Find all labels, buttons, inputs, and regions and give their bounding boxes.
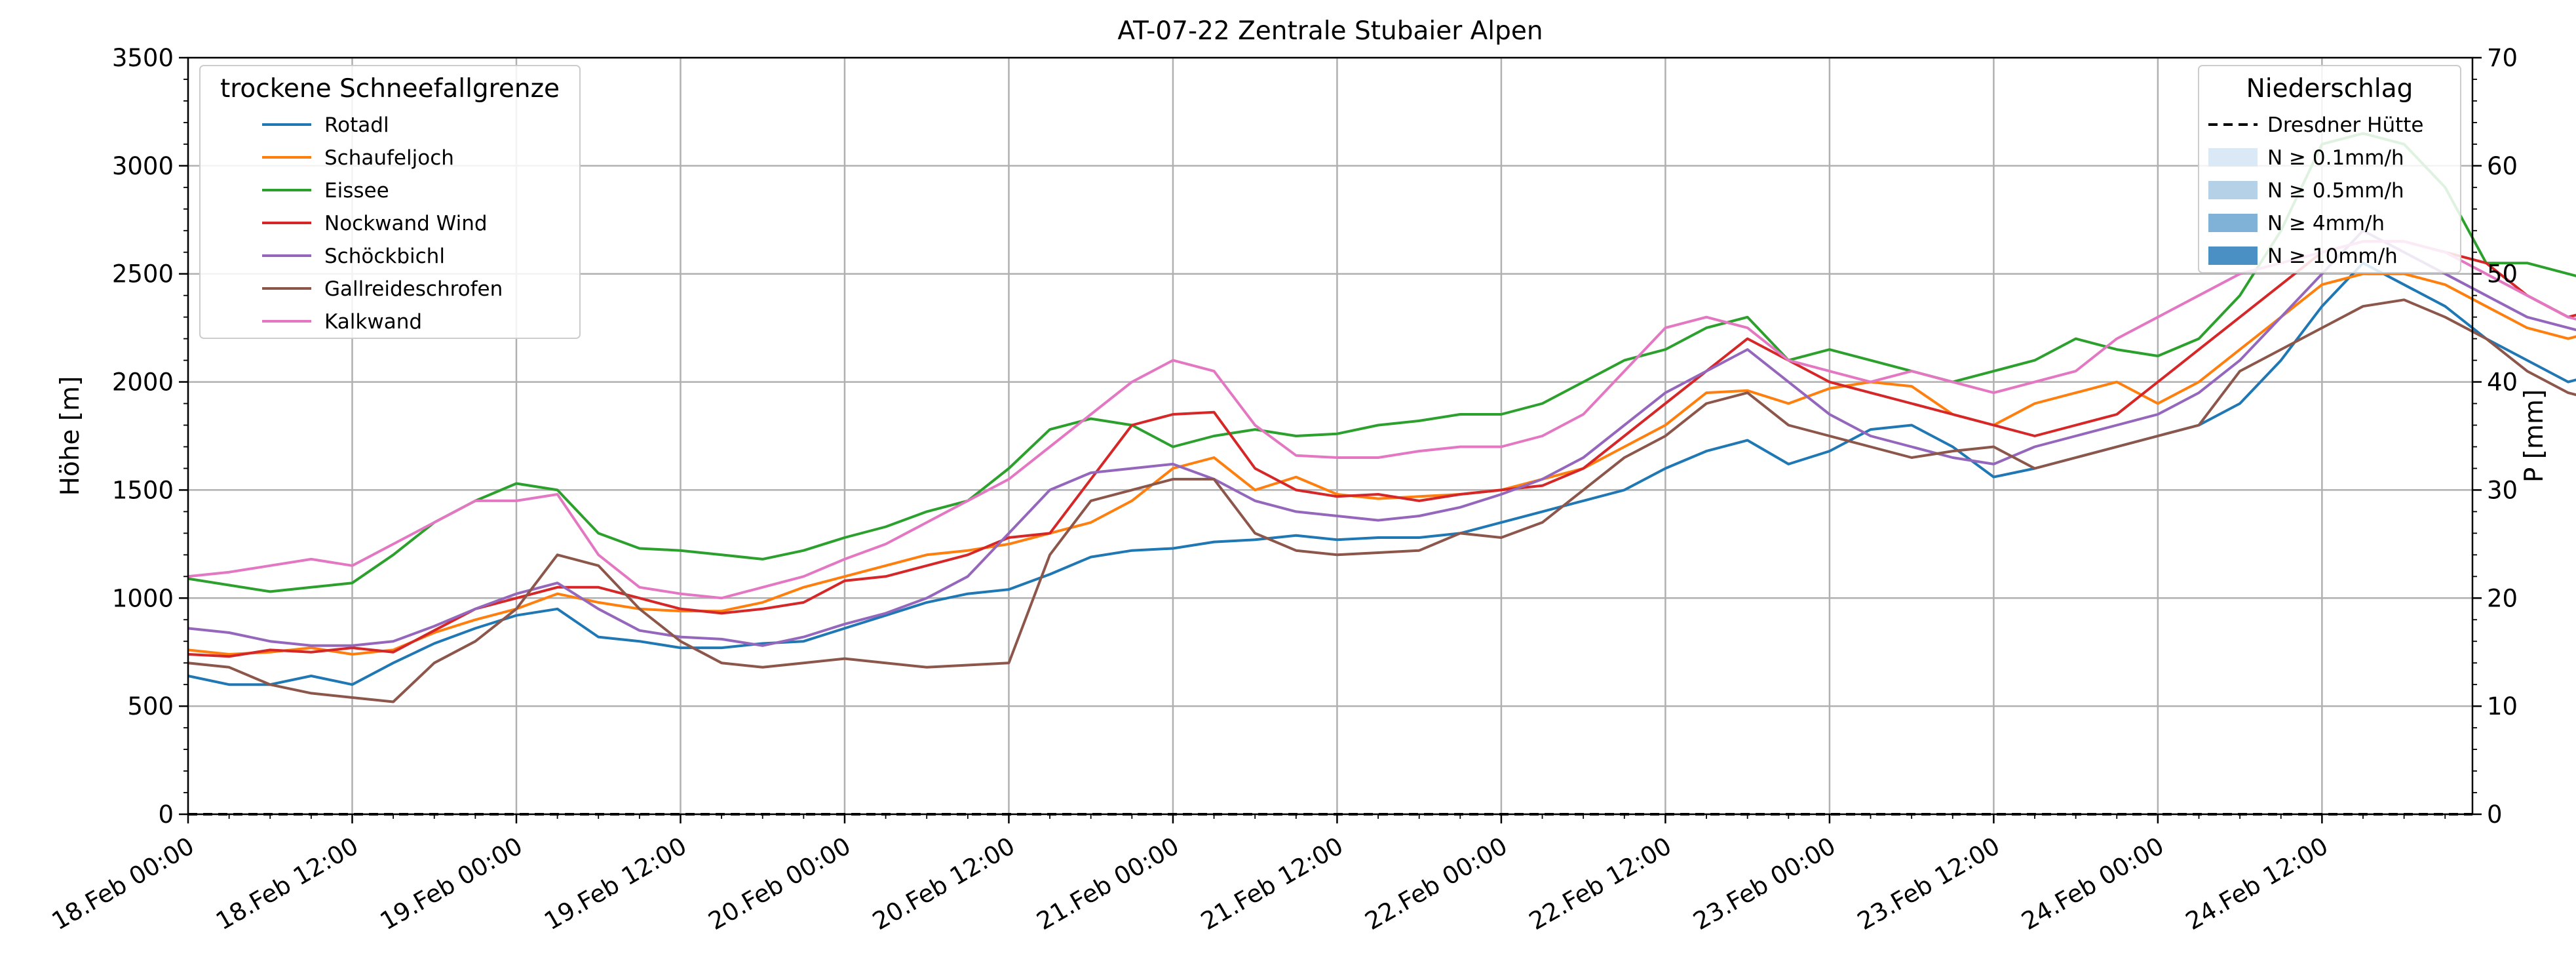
plot-frame (187, 56, 2474, 816)
y2-tick-label: 0 (2487, 800, 2503, 829)
legend-swatch (2208, 148, 2258, 167)
x-tick-label: 24.Feb 12:00 (2181, 832, 2333, 936)
legend-niederschlag: Niederschlag Dresdner Hütte N ≥ 0.1mm/h N … (2198, 65, 2461, 273)
y-tick-label: 3000 (112, 152, 174, 180)
legend-title: trockene Schneefallgrenze (220, 74, 560, 104)
y2-tick-label: 40 (2487, 368, 2518, 397)
series-line-schaufeljoch (187, 272, 2576, 656)
series-line-eissee (187, 132, 2576, 593)
legend-label: Gallreideschrofen (324, 277, 503, 301)
y-tick-label: 2500 (112, 260, 174, 288)
legend-label: Rotadl (324, 113, 389, 137)
legend-label: Schöckbichl (324, 245, 445, 268)
y2-tick-label: 10 (2487, 692, 2518, 720)
x-axis: 18.Feb 00:00 18.Feb 12:00 19.Feb 00:00 19.F… (47, 814, 2333, 936)
legend-items: Rotadl Schaufeljoch Eissee Nockwand Wind Sch… (262, 113, 503, 334)
x-tick-label: 20.Feb 00:00 (704, 832, 856, 936)
legend-label: N ≥ 0.1mm/h (2267, 146, 2404, 170)
chart-title: AT-07-22 Zentrale Stubaier Alpen (1117, 16, 1543, 46)
series-layer (187, 132, 2576, 703)
y-tick-label: 3500 (112, 44, 174, 72)
series-line-gallreideschrofen (187, 298, 2576, 703)
x-tick-label: 19.Feb 00:00 (375, 832, 528, 936)
x-tick-label: 23.Feb 00:00 (1689, 832, 1841, 936)
series-line-nockwand-wind (187, 240, 2576, 658)
x-tick-label: 19.Feb 12:00 (539, 832, 691, 936)
y2-tick-label: 60 (2487, 152, 2518, 180)
y-tick-label: 500 (127, 692, 174, 720)
legend-label: Schaufeljoch (324, 146, 454, 170)
series-line-sch-ckbichl (187, 229, 2576, 647)
x-tick-label: 20.Feb 12:00 (868, 832, 1020, 936)
y2-tick-label: 70 (2487, 44, 2518, 72)
legend-label: Nockwand Wind (324, 212, 488, 235)
legend-box (2198, 65, 2461, 273)
legend-title: Niederschlag (2246, 74, 2413, 104)
x-tick-label: 18.Feb 12:00 (211, 832, 363, 936)
legend-swatch (2208, 214, 2258, 232)
y-tick-label: 2000 (112, 368, 174, 397)
x-tick-label: 22.Feb 00:00 (1360, 832, 1512, 936)
x-tick-label: 23.Feb 12:00 (1853, 832, 2005, 936)
legend-swatch (2208, 247, 2258, 265)
series-line-rotadl (187, 262, 2576, 686)
x-tick-label: 24.Feb 00:00 (2017, 832, 2169, 936)
y-axis-right: 0 10 20 30 40 50 60 70 (2472, 44, 2518, 829)
legend-label: N ≥ 0.5mm/h (2267, 179, 2404, 203)
legend-label: Kalkwand (324, 310, 422, 334)
y-tick-label: 1000 (112, 584, 174, 612)
x-tick-label: 21.Feb 00:00 (1032, 832, 1184, 936)
legend-schneefallgrenze: trockene Schneefallgrenze Rotadl Schaufel… (199, 65, 581, 339)
y-tick-label: 0 (158, 800, 174, 829)
series-line-kalkwand (187, 240, 2576, 600)
y2-tick-label: 30 (2487, 476, 2518, 504)
legend-items: Dresdner Hütte N ≥ 0.1mm/h N ≥ 0.5mm/h N ≥ … (2208, 113, 2424, 268)
x-tick-label: 18.Feb 00:00 (47, 832, 199, 936)
legend-label: N ≥ 10mm/h (2267, 245, 2398, 268)
x-tick-label: 22.Feb 12:00 (1524, 832, 1676, 936)
y-axis-left: 0 500 1000 1500 2000 2500 3000 3500 (112, 44, 188, 829)
y-axis-label: Höhe [m] (56, 376, 85, 496)
y2-tick-label: 50 (2487, 260, 2518, 288)
legend-label: Dresdner Hütte (2267, 113, 2424, 137)
legend-label: N ≥ 4mm/h (2267, 212, 2385, 235)
y-tick-label: 1500 (112, 476, 174, 504)
legend-swatch (2208, 181, 2258, 199)
y2-axis-label: P [mm] (2520, 389, 2549, 483)
legend-box (199, 65, 581, 339)
legend-label: Eissee (324, 179, 389, 203)
y2-tick-label: 20 (2487, 584, 2518, 612)
x-tick-label: 21.Feb 12:00 (1196, 832, 1348, 936)
